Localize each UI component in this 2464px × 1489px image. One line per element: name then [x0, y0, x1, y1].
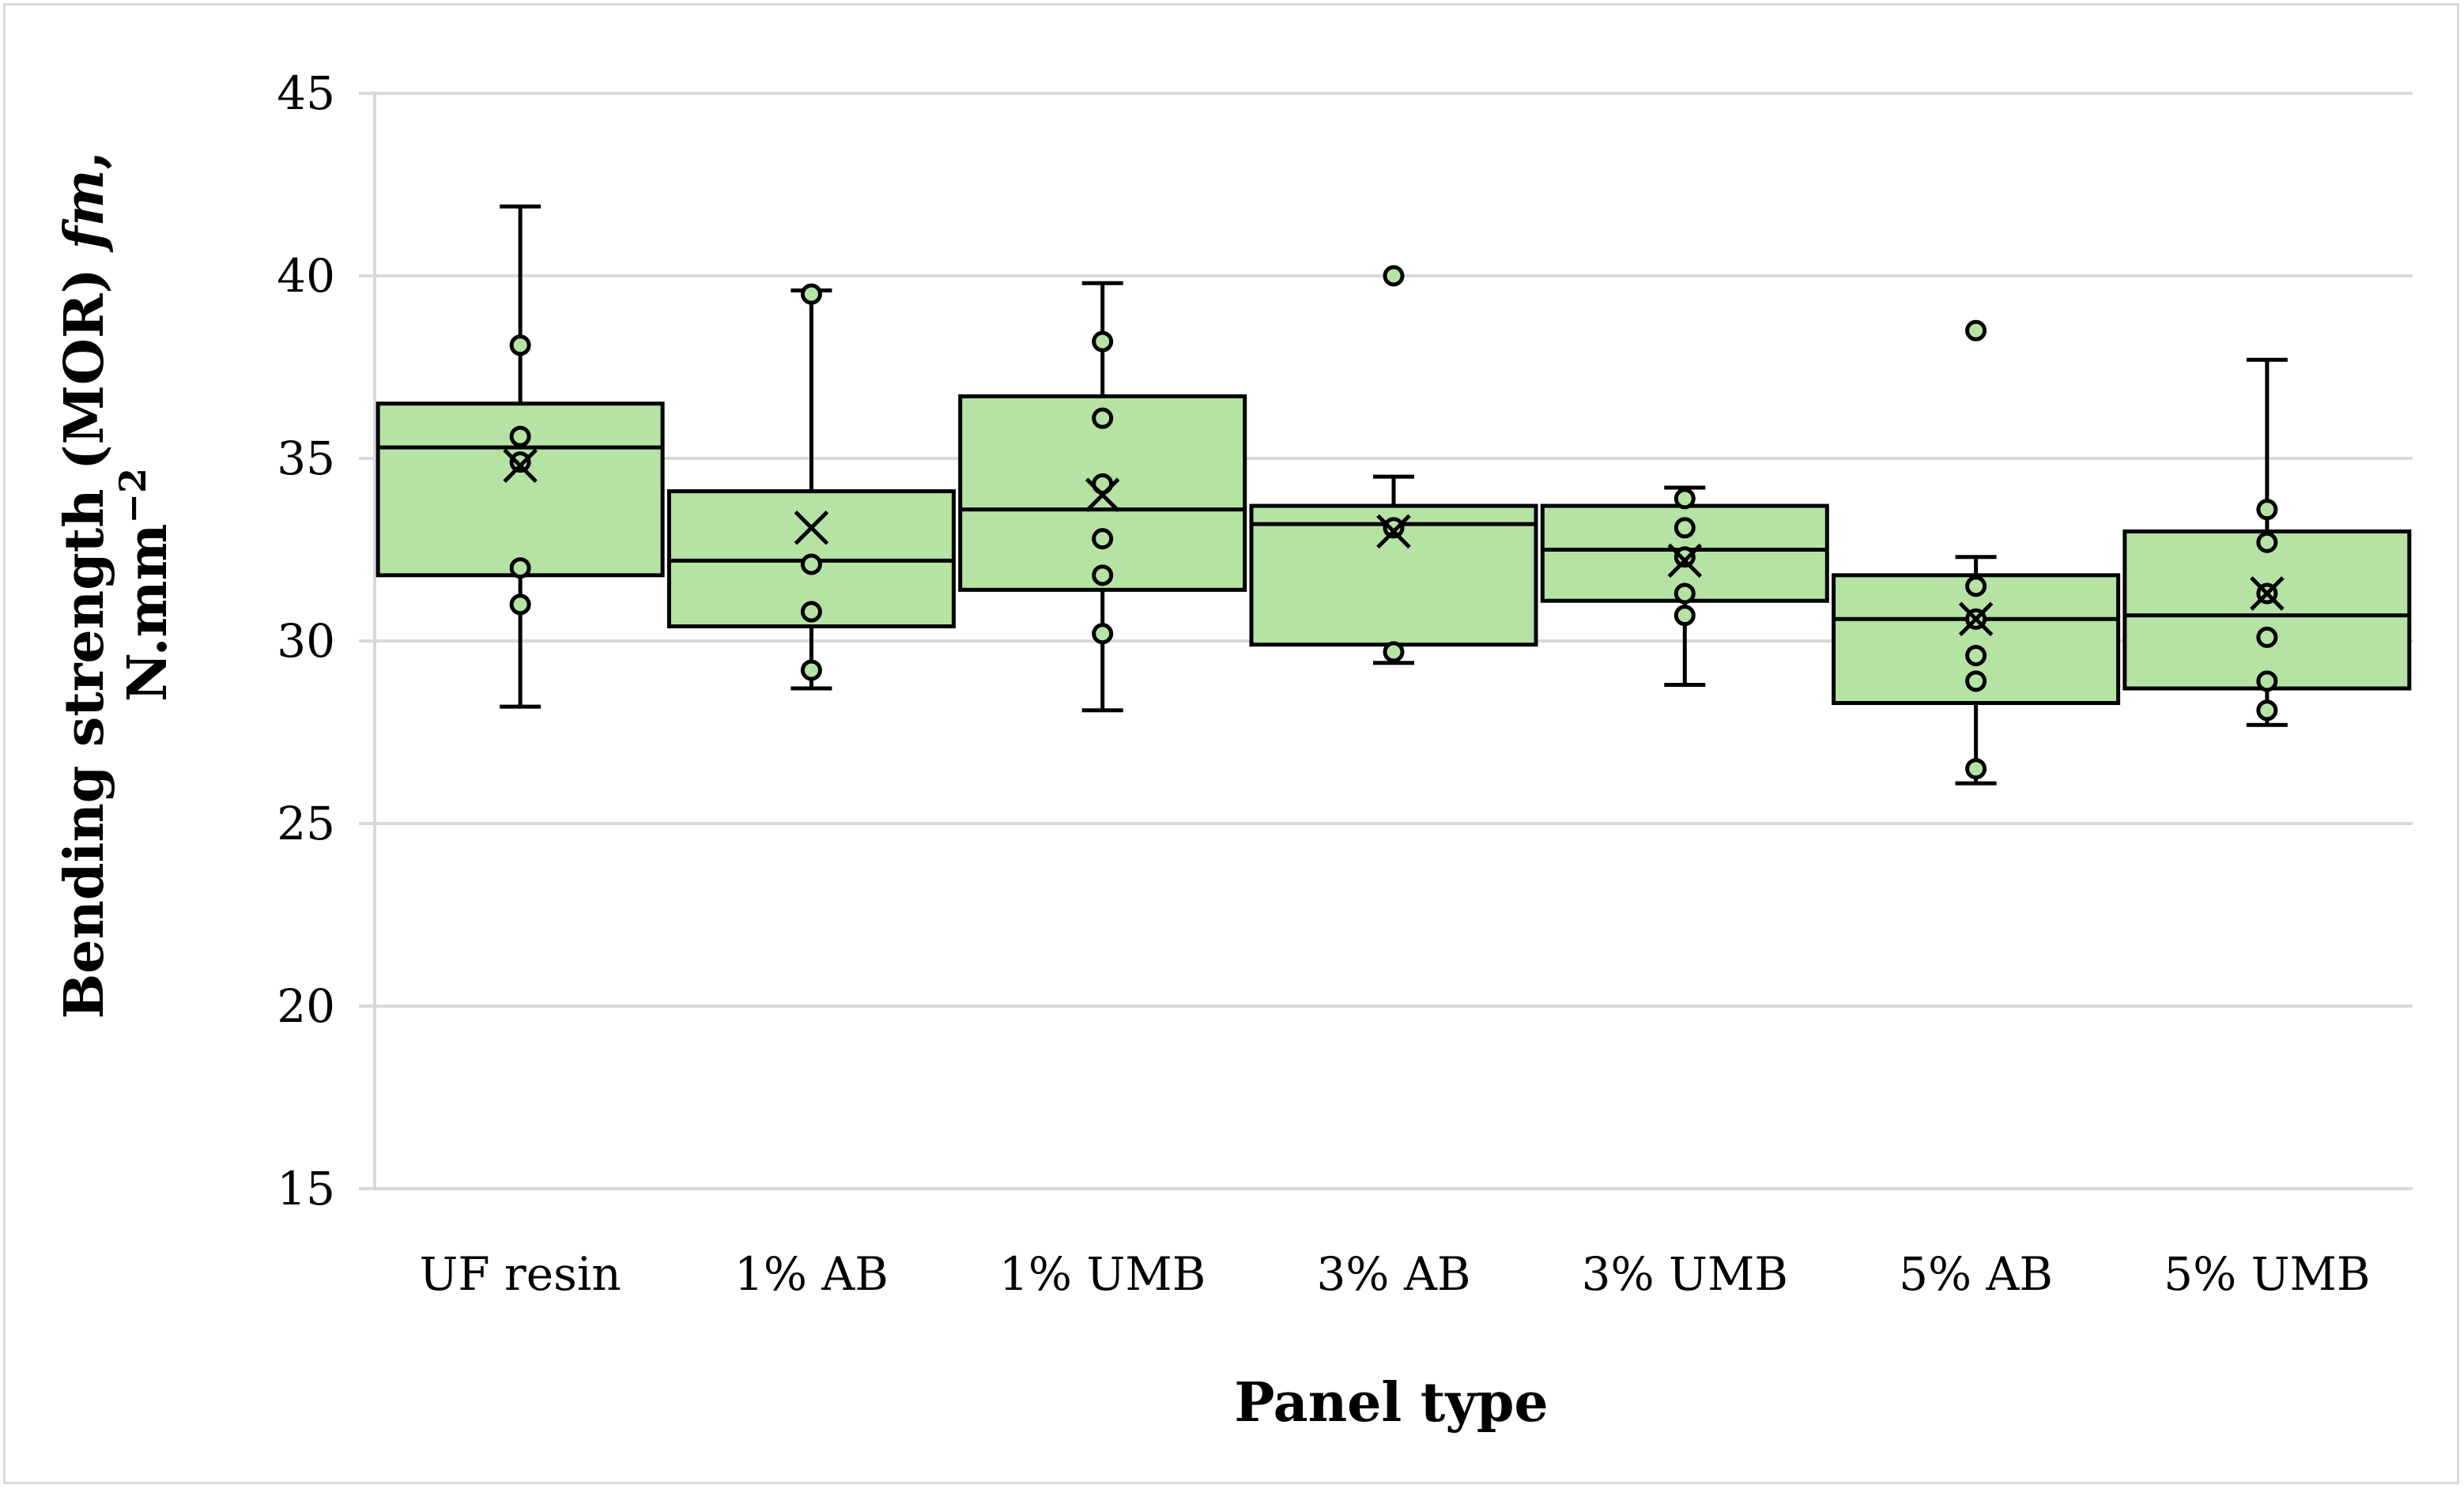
- data-point: [1092, 528, 1114, 550]
- outlier-point: [1383, 265, 1405, 287]
- x-category-label-4: 3% AB: [1317, 1247, 1471, 1301]
- mean-marker: [1667, 543, 1703, 579]
- mean-marker: [1958, 601, 1994, 637]
- mean-marker-stroke-2: [1667, 543, 1703, 579]
- box-iqr: [1249, 503, 1538, 647]
- data-point: [1965, 575, 1987, 597]
- y-axis-title-line2: N.mm−2: [111, 468, 179, 702]
- y-axis-title-italic: fm: [53, 169, 116, 252]
- mean-marker-stroke-2: [1376, 514, 1411, 549]
- data-point: [800, 283, 822, 305]
- y-axis-title-main: Bending strength (MOR): [53, 250, 116, 1020]
- box-group-7: [2123, 357, 2412, 727]
- data-point: [1965, 644, 1987, 666]
- mean-marker: [1085, 477, 1120, 512]
- y-axis-title-comma: ,: [53, 151, 116, 170]
- mean-marker: [794, 511, 829, 545]
- data-point: [509, 334, 531, 356]
- data-point: [2256, 699, 2278, 722]
- x-axis-categories: UF resin 1% AB 1% UMB 3% AB 3% UMB 5% AB 5% UM…: [420, 1247, 2371, 1301]
- data-point: [2256, 670, 2278, 692]
- y-tick-label-15: 15: [277, 1162, 335, 1216]
- y-tick-label-35: 35: [277, 432, 335, 485]
- x-axis-title: Panel type: [1234, 1371, 1548, 1434]
- box-iqr: [2123, 529, 2412, 691]
- data-point: [509, 425, 531, 447]
- data-point: [1673, 546, 1696, 568]
- data-point: [1092, 407, 1114, 429]
- mean-marker-stroke-2: [794, 511, 829, 545]
- data-point: [1965, 670, 1987, 692]
- mean-marker-stroke-2: [1085, 477, 1120, 512]
- mean-marker-stroke-2: [2250, 576, 2285, 611]
- mean-marker: [2250, 576, 2285, 611]
- data-point: [2256, 499, 2278, 521]
- data-point: [1673, 517, 1696, 539]
- y-tick-label-45: 45: [277, 66, 335, 120]
- mean-marker: [503, 448, 538, 484]
- data-point: [1092, 564, 1114, 586]
- box-series: [375, 204, 2412, 786]
- data-point: [1673, 488, 1696, 510]
- data-point: [2256, 531, 2278, 553]
- data-point: [800, 553, 822, 575]
- y-axis-title: Bending strength (MOR) fm, N.mm−2: [53, 151, 179, 1019]
- y-axis: 15 20 25 30 35 40 45: [277, 66, 2413, 1216]
- x-category-label-3: 1% UMB: [999, 1247, 1206, 1301]
- y-tick-label-25: 25: [277, 797, 335, 850]
- data-point: [509, 557, 531, 579]
- mean-marker-stroke-2: [1958, 601, 1994, 637]
- data-point: [800, 659, 822, 681]
- mean-marker-stroke-2: [503, 448, 538, 484]
- data-point: [800, 601, 822, 623]
- y-axis-title-superscript: −2: [111, 468, 154, 524]
- data-point: [509, 594, 531, 616]
- data-point: [1383, 641, 1405, 663]
- y-axis-title-unit: N.mm: [116, 524, 179, 702]
- chart-frame: [3, 3, 2459, 1484]
- x-category-label-2: 1% AB: [734, 1247, 889, 1301]
- box-group-5: [1540, 485, 1829, 687]
- x-category-label-7: 5% UMB: [2164, 1247, 2370, 1301]
- mean-marker: [1376, 514, 1411, 549]
- y-tick-label-20: 20: [277, 979, 335, 1033]
- x-category-label-5: 3% UMB: [1582, 1247, 1788, 1301]
- box-group-1: [375, 204, 665, 709]
- x-category-label-6: 5% AB: [1899, 1247, 2053, 1301]
- box-group-2: [666, 283, 956, 691]
- data-point: [1965, 758, 1987, 780]
- data-point: [509, 451, 531, 473]
- data-point: [2256, 626, 2278, 648]
- data-point: [1383, 517, 1405, 539]
- box-group-3: [958, 281, 1247, 713]
- box-group-6: [1832, 319, 2121, 786]
- outlier-point: [1965, 319, 1987, 341]
- data-point: [1673, 582, 1696, 605]
- box-group-4: [1249, 265, 1538, 665]
- data-point: [1673, 605, 1696, 627]
- y-axis-title-line1: Bending strength (MOR) fm,: [53, 151, 116, 1019]
- data-point: [1092, 330, 1114, 352]
- y-tick-label-40: 40: [277, 249, 335, 303]
- x-category-label-1: UF resin: [420, 1247, 621, 1301]
- y-tick-label-30: 30: [277, 614, 335, 668]
- data-point: [1092, 623, 1114, 645]
